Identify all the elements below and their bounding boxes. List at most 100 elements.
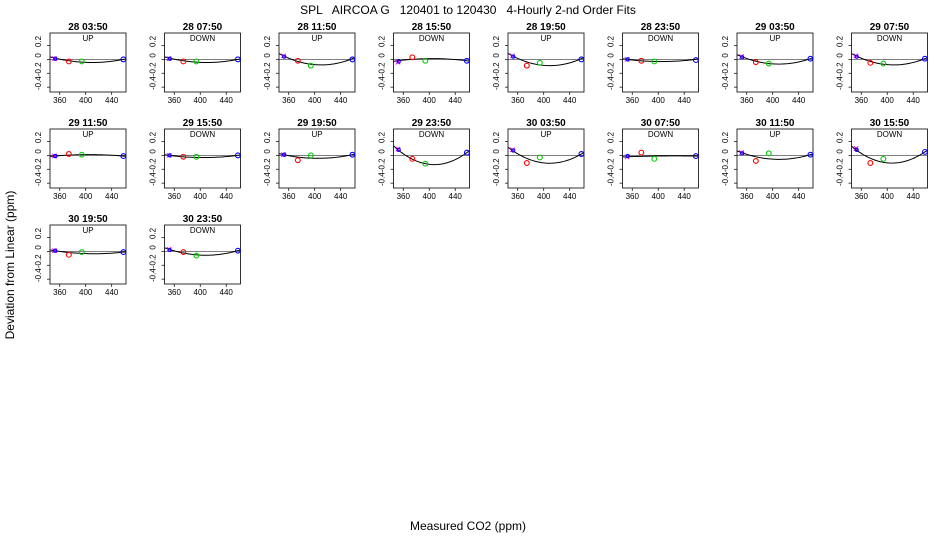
panel-frame — [622, 128, 699, 189]
y-tick-label: -0.4 — [34, 268, 43, 282]
x-tick-label: 360 — [53, 96, 67, 105]
data-point — [234, 247, 241, 254]
fit-curve — [49, 249, 127, 255]
panel-frame — [49, 32, 127, 93]
data-point — [422, 160, 429, 167]
panel-mode-label: DOWN — [648, 130, 674, 139]
panel-mode-label: UP — [311, 34, 322, 43]
x-tick-label: 440 — [105, 192, 119, 201]
y-tick-label: -0.2 — [378, 62, 387, 76]
y-tick-label: 0 — [149, 149, 158, 154]
y-tick-label: -0.2 — [149, 158, 158, 172]
x-tick-label: 360 — [511, 96, 525, 105]
panel-title: 28 23:50 — [641, 22, 681, 33]
panel-frame — [736, 128, 814, 189]
data-point — [625, 57, 630, 62]
data-point — [180, 58, 187, 65]
y-tick-label: -0.2 — [34, 158, 43, 172]
panel-frame — [278, 32, 356, 93]
y-tick-label: 0.2 — [34, 227, 43, 239]
panel-mode-label: DOWN — [877, 130, 903, 139]
fit-curve — [49, 154, 127, 157]
fit-curve — [851, 145, 928, 164]
data-point — [536, 154, 543, 161]
x-tick-label: 400 — [423, 192, 437, 201]
x-tick-label: 400 — [79, 96, 93, 105]
x-tick-label: 440 — [563, 96, 577, 105]
x-tick-label: 360 — [855, 96, 869, 105]
data-point — [523, 160, 530, 166]
data-point — [867, 59, 874, 66]
panel-frame — [507, 128, 585, 189]
data-point — [578, 151, 585, 157]
x-tick-label: 440 — [105, 288, 119, 297]
data-point — [867, 160, 874, 166]
data-point — [638, 57, 645, 64]
y-tick-label: 0.2 — [149, 35, 158, 47]
fit-curve — [622, 155, 699, 158]
x-tick-label: 400 — [652, 192, 666, 201]
data-point — [921, 148, 928, 155]
fit-curve — [278, 153, 356, 159]
x-tick-label: 440 — [334, 96, 348, 105]
y-tick-label: -0.2 — [836, 62, 845, 76]
y-tick-label: -0.4 — [263, 76, 272, 90]
y-tick-label: -0.4 — [721, 172, 730, 186]
panel-mode-label: DOWN — [877, 34, 903, 43]
y-tick-label: 0.2 — [149, 227, 158, 239]
data-point — [692, 57, 699, 64]
panel-frame — [736, 32, 814, 93]
x-tick-label: 400 — [881, 96, 895, 105]
y-tick-label: 0.2 — [149, 131, 158, 143]
x-tick-label: 400 — [537, 192, 551, 201]
y-tick-label: -0.4 — [607, 172, 616, 186]
data-point — [578, 56, 585, 63]
data-point — [294, 57, 301, 64]
panel-title: 28 03:50 — [68, 22, 108, 33]
x-tick-label: 400 — [308, 96, 322, 105]
x-tick-label: 360 — [740, 192, 754, 201]
y-tick-label: -0.2 — [149, 254, 158, 268]
fit-curve — [164, 154, 241, 159]
data-point — [167, 56, 172, 61]
panel-title: 30 19:50 — [68, 214, 108, 225]
y-tick-label: 0 — [378, 149, 387, 154]
panel-frame — [164, 32, 241, 93]
y-tick-label: 0 — [836, 149, 845, 154]
data-point — [511, 54, 516, 59]
y-tick-label: 0 — [607, 149, 616, 154]
data-point — [53, 248, 58, 253]
panel-frame — [49, 128, 127, 189]
y-tick-label: -0.4 — [34, 76, 43, 90]
panel-mode-label: UP — [769, 130, 780, 139]
y-tick-label: -0.2 — [378, 158, 387, 172]
data-point — [463, 57, 470, 64]
data-point — [854, 54, 859, 59]
x-tick-label: 440 — [792, 96, 806, 105]
fit-curve — [507, 52, 585, 67]
fit-curve — [736, 54, 814, 65]
x-tick-label: 360 — [511, 192, 525, 201]
y-tick-label: 0.2 — [34, 35, 43, 47]
y-tick-label: 0.2 — [721, 35, 730, 47]
y-tick-label: 0 — [34, 245, 43, 250]
data-point — [78, 58, 85, 65]
panel-title: 28 11:50 — [298, 22, 337, 33]
y-tick-label: 0.2 — [263, 35, 272, 47]
x-tick-label: 400 — [766, 192, 780, 201]
data-point — [193, 153, 200, 160]
data-point — [78, 151, 85, 158]
y-tick-label: -0.2 — [34, 254, 43, 268]
data-point — [120, 153, 127, 160]
panel-mode-label: DOWN — [648, 34, 674, 43]
data-point — [921, 55, 928, 62]
x-tick-label: 440 — [449, 192, 463, 201]
data-point — [167, 153, 172, 158]
y-tick-label: -0.2 — [721, 62, 730, 76]
